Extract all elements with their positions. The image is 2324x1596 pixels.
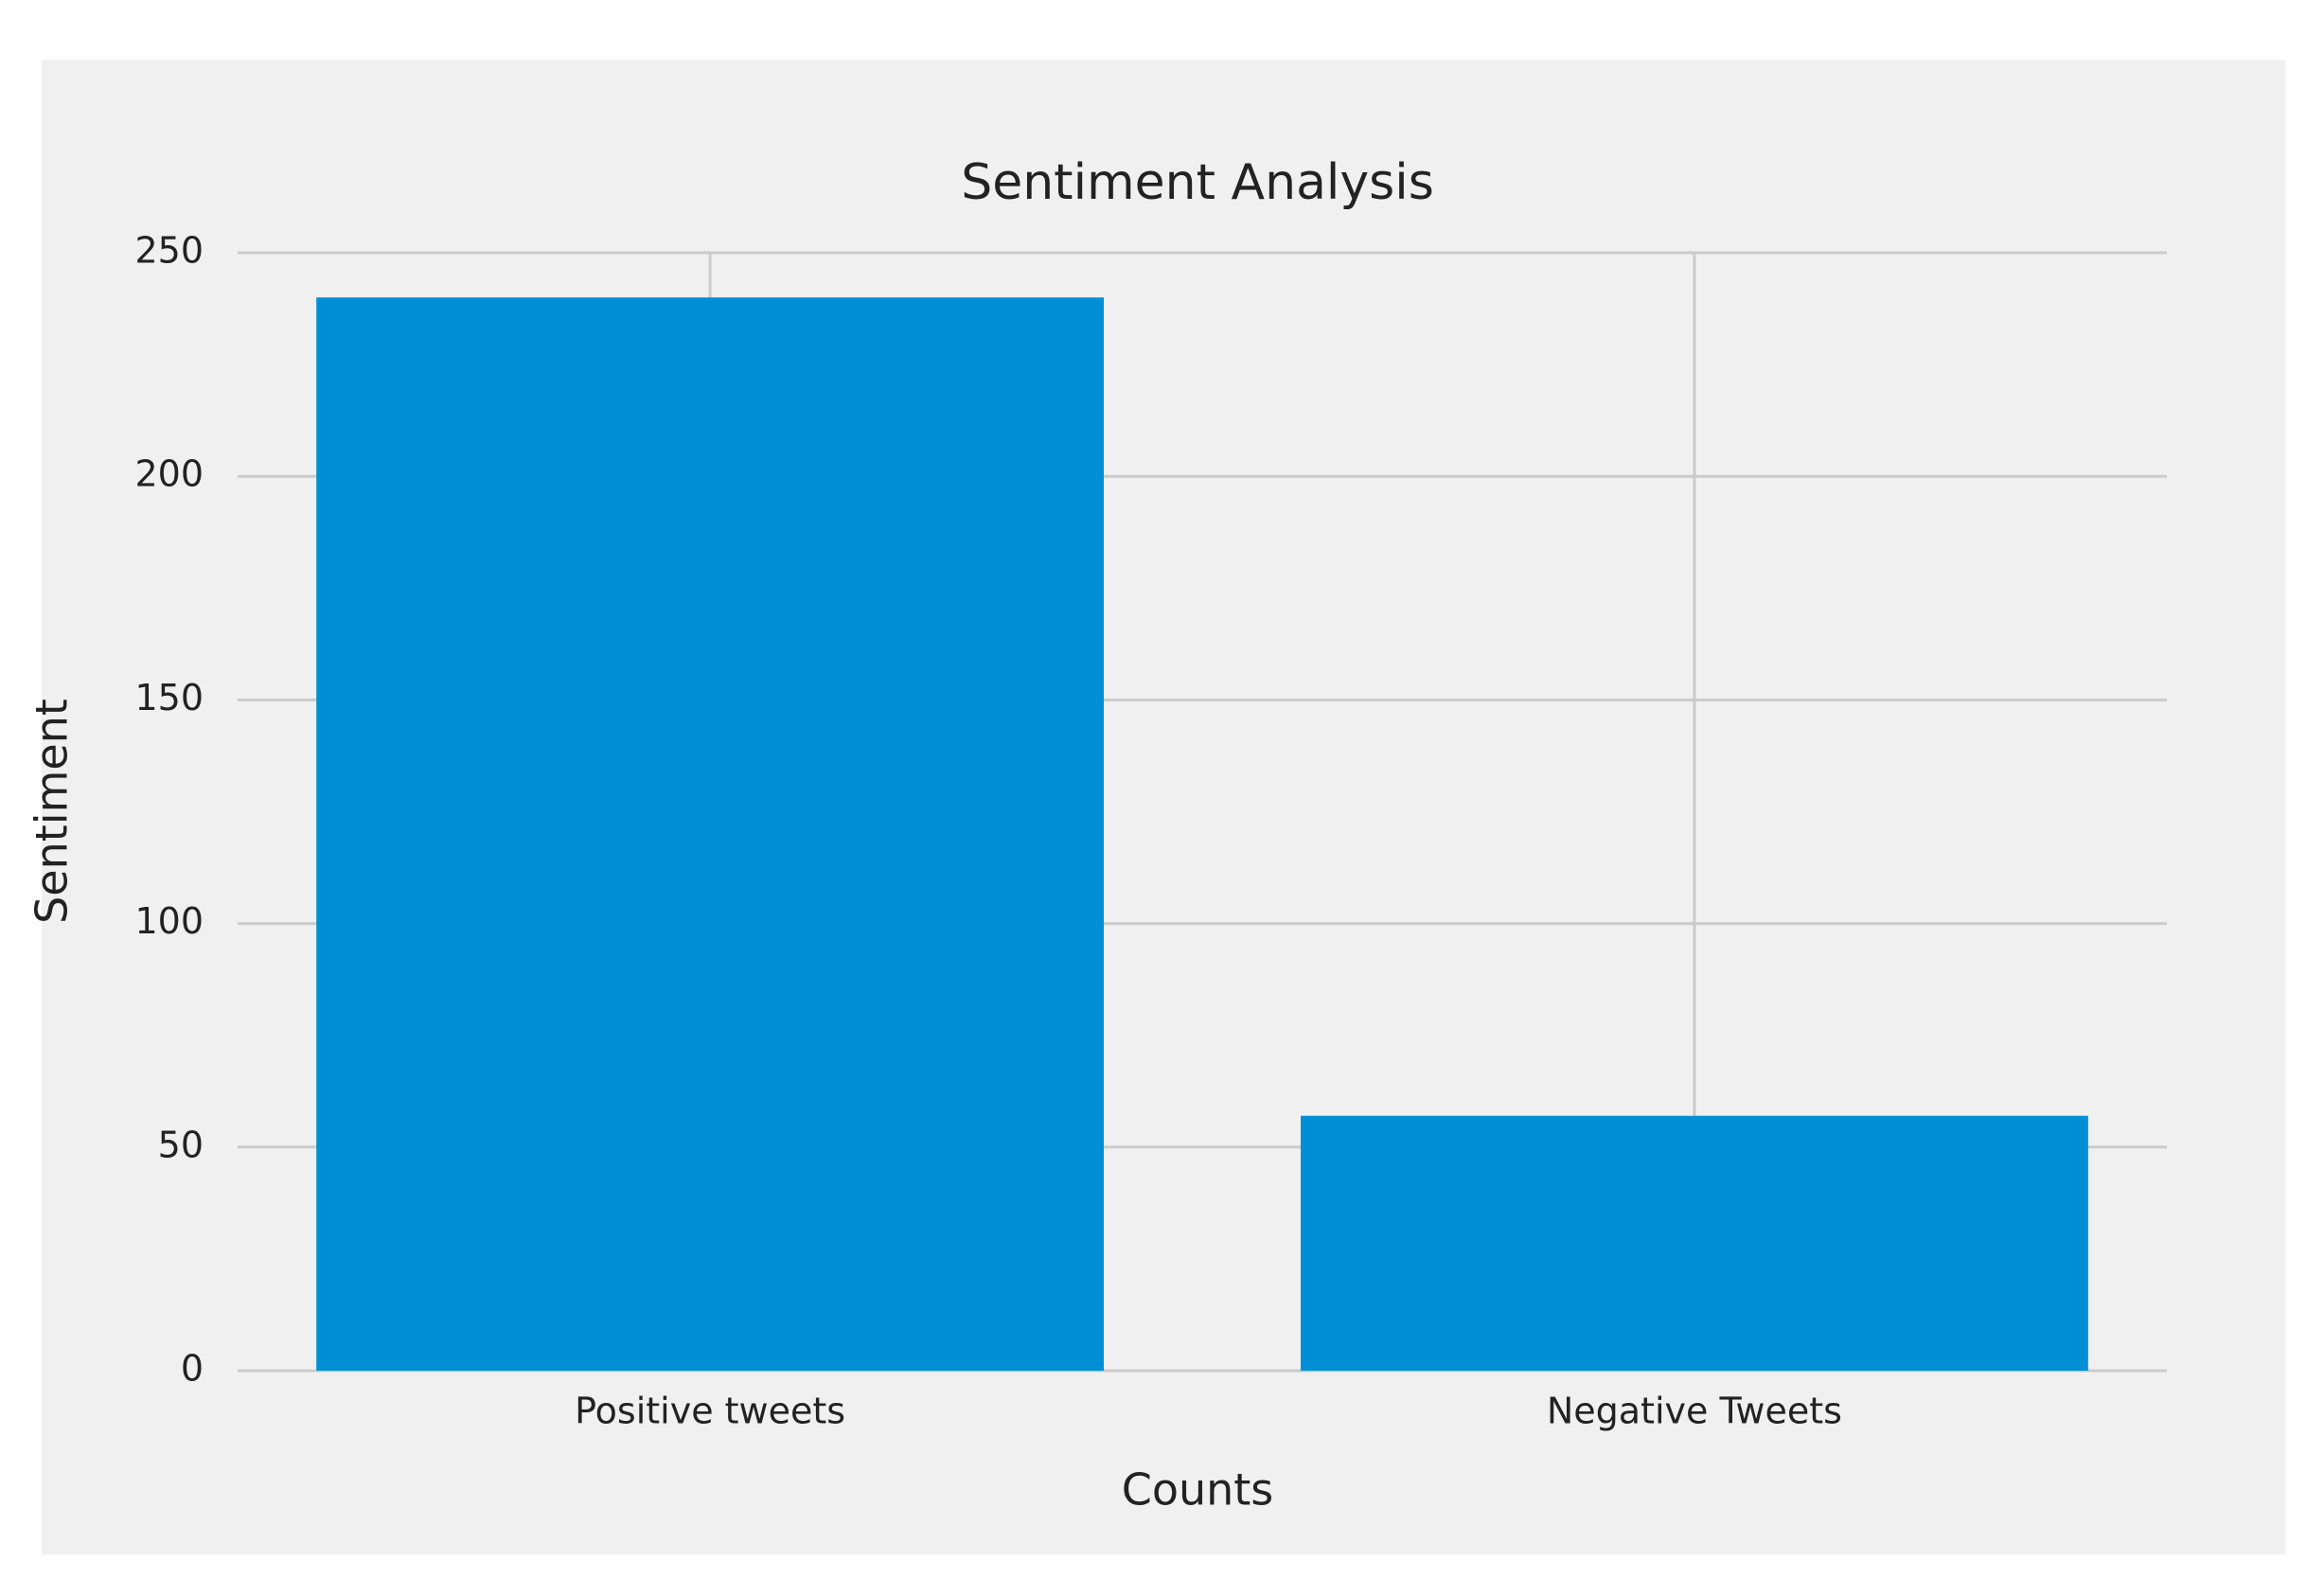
marks-layer bbox=[316, 297, 2088, 1371]
y-tick-label: 0 bbox=[181, 1348, 204, 1390]
y-tick-label: 50 bbox=[158, 1124, 204, 1165]
chart-title: Sentiment Analysis bbox=[961, 154, 1434, 211]
y-tick-label: 200 bbox=[134, 453, 204, 495]
y-tick-label: 100 bbox=[134, 900, 204, 942]
bar bbox=[1300, 1115, 2088, 1371]
y-axis-label: Sentiment bbox=[27, 699, 78, 924]
y-tick-label: 150 bbox=[134, 677, 204, 718]
x-tick-label: Negative Tweets bbox=[1547, 1391, 1842, 1432]
y-tick-label: 250 bbox=[134, 230, 204, 272]
bar bbox=[316, 297, 1105, 1371]
x-axis-label: Counts bbox=[1122, 1464, 1274, 1516]
x-tick-label: Positive tweets bbox=[575, 1391, 845, 1432]
